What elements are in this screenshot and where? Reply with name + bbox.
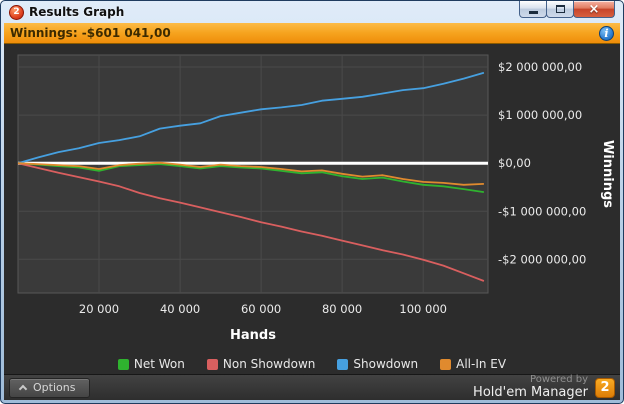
plot-background — [17, 54, 489, 294]
info-icon[interactable]: i — [599, 25, 614, 41]
chevron-up-icon — [18, 384, 28, 394]
hm2-app-icon-text: 2 — [13, 7, 20, 17]
bottom-bar: Options Powered by Hold'em Manager 2 — [4, 374, 620, 400]
x-tick-label: 20 000 — [79, 302, 119, 316]
y-tick-label: $2 000 000,00 — [498, 60, 582, 74]
legend-item-non-showdown[interactable]: Non Showdown — [206, 357, 316, 371]
window-title: Results Graph — [29, 5, 125, 19]
maximize-icon — [555, 5, 565, 13]
legend-label-all-in-ev: All-In EV — [456, 357, 507, 371]
options-button-label: Options — [33, 381, 76, 394]
y-tick-label: $1 000 000,00 — [498, 108, 582, 122]
legend-label-net-won: Net Won — [133, 357, 185, 371]
chart-area: 20 000 40 000 60 000 80 000 100 000 $2 000 00… — [4, 44, 620, 374]
powered-by-text: Powered by Hold'em Manager — [473, 374, 588, 400]
minimize-icon — [528, 11, 538, 14]
close-icon: × — [588, 1, 600, 17]
close-button[interactable]: × — [573, 1, 615, 18]
legend-swatch-non-showdown — [206, 358, 218, 370]
results-chart: 20 000 40 000 60 000 80 000 100 000 $2 000 00… — [17, 54, 614, 343]
series-net-won — [17, 162, 485, 193]
hm2-badge-text: 2 — [600, 380, 610, 395]
x-tick-label: 60 000 — [241, 302, 281, 316]
legend-label-showdown: Showdown — [353, 357, 419, 371]
x-tick-label: 100 000 — [399, 302, 447, 316]
x-axis-title: Hands — [230, 328, 276, 343]
y-tick-label: -$2 000 000,00 — [498, 252, 586, 266]
series-showdown — [17, 71, 485, 165]
minimize-button[interactable] — [519, 1, 547, 18]
series-non-showdown — [17, 162, 485, 282]
x-tick-label: 40 000 — [160, 302, 200, 316]
titlebar[interactable]: 2 Results Graph — [4, 1, 620, 23]
powered-by-label: Powered by — [530, 374, 588, 386]
info-icon-glyph: i — [604, 26, 609, 40]
legend-item-all-in-ev[interactable]: All-In EV — [440, 357, 506, 371]
winnings-banner: Winnings: -$601 041,00 i — [4, 23, 620, 44]
powered-by-block: Powered by Hold'em Manager 2 — [473, 374, 615, 400]
y-tick-label: -$1 000 000,00 — [498, 204, 586, 218]
maximize-button[interactable] — [546, 1, 574, 18]
legend-swatch-showdown — [337, 358, 349, 370]
x-tick-label: 80 000 — [322, 302, 362, 316]
winnings-value: Winnings: -$601 041,00 — [10, 26, 171, 40]
legend-item-net-won[interactable]: Net Won — [117, 357, 185, 371]
legend-swatch-net-won — [117, 358, 129, 370]
series-all-in-ev — [17, 161, 484, 186]
hm2-badge: 2 — [595, 377, 615, 398]
legend-item-showdown[interactable]: Showdown — [337, 357, 418, 371]
chart-legend: Net Won Non Showdown Showdown All-In EV — [4, 357, 620, 371]
y-tick-label: $0,00 — [498, 156, 531, 170]
window-controls: × — [519, 1, 615, 18]
brand-name: Hold'em Manager — [473, 384, 588, 400]
hm2-app-icon: 2 — [9, 4, 24, 20]
legend-label-non-showdown: Non Showdown — [222, 357, 316, 371]
y-axis-title: Winnings — [600, 140, 614, 208]
options-button[interactable]: Options — [9, 377, 91, 398]
legend-swatch-all-in-ev — [440, 358, 452, 370]
